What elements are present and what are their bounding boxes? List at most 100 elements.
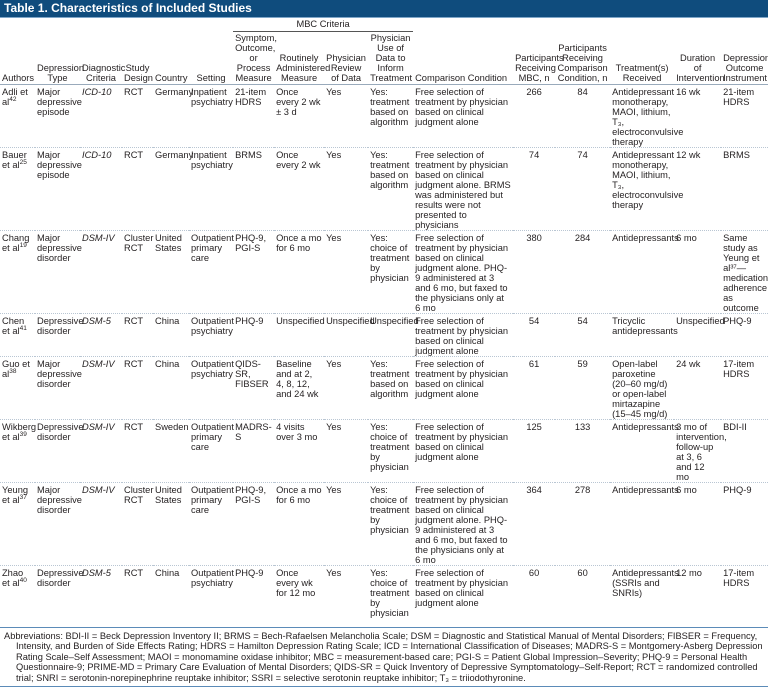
cell-type: Depressive disorder <box>35 566 80 626</box>
cell-country: United States <box>153 483 189 566</box>
cell-routine: Once every 2 wk <box>274 148 324 231</box>
reference-number: 39 <box>20 431 27 438</box>
cell-criteria: DSM-IV <box>80 357 122 420</box>
cell-duration: 3 mo of intervention, follow-up at 3, 6 … <box>674 420 721 483</box>
cell-n-comp: 84 <box>555 85 610 148</box>
cell-review: Yes <box>324 566 368 626</box>
cell-routine: Once a mo for 6 mo <box>274 483 324 566</box>
reference-number: 19 <box>20 242 27 249</box>
column-header: Participants Receiving Comparison Condit… <box>555 32 610 85</box>
cell-n-comp: 74 <box>555 148 610 231</box>
cell-use: Yes: choice of treatment by physician <box>368 483 413 566</box>
cell-criteria: DSM-5 <box>80 566 122 626</box>
cell-treatment: Antidepressants (SSRIs and SNRIs) <box>610 566 674 626</box>
cell-country: China <box>153 314 189 357</box>
cell-type: Major depressive episode <box>35 85 80 148</box>
column-header: Symptom, Outcome, or Process Measure <box>233 32 274 85</box>
cell-design: RCT <box>122 566 153 626</box>
cell-setting: Outpatient psychiatry <box>189 314 233 357</box>
cell-setting: Inpatient psychiatry <box>189 148 233 231</box>
column-header: Country <box>153 32 189 85</box>
cell-routine: 4 visits over 3 mo <box>274 420 324 483</box>
cell-review: Yes <box>324 231 368 314</box>
cell-n-mbc: 74 <box>513 148 555 231</box>
cell-use: Yes: treatment based on algorithm <box>368 85 413 148</box>
cell-duration: 6 mo <box>674 483 721 566</box>
cell-criteria: DSM-IV <box>80 483 122 566</box>
cell-n-mbc: 125 <box>513 420 555 483</box>
reference-number: 38 <box>9 368 16 375</box>
cell-routine: Once every 2 wk ± 3 d <box>274 85 324 148</box>
abbreviations-text: Abbreviations: BDI-II = Beck Depression … <box>4 631 764 684</box>
cell-routine: Baseline and at 2, 4, 8, 12, and 24 wk <box>274 357 324 420</box>
cell-author: Wikberg et al39 <box>0 420 35 483</box>
cell-duration: 6 mo <box>674 231 721 314</box>
cell-design: RCT <box>122 148 153 231</box>
cell-country: Sweden <box>153 420 189 483</box>
reference-number: 25 <box>20 159 27 166</box>
cell-author: Bauer et al25 <box>0 148 35 231</box>
cell-comparison: Free selection of treatment by physician… <box>413 483 513 566</box>
cell-n-comp: 60 <box>555 566 610 626</box>
cell-comparison: Free selection of treatment by physician… <box>413 85 513 148</box>
cell-use: Yes: treatment based on algorithm <box>368 148 413 231</box>
cell-author: Zhao et al40 <box>0 566 35 626</box>
cell-treatment: Antidepressants <box>610 231 674 314</box>
cell-n-comp: 278 <box>555 483 610 566</box>
cell-type: Depressive disorder <box>35 314 80 357</box>
cell-country: China <box>153 566 189 626</box>
column-header: Authors <box>0 32 35 85</box>
cell-author: Guo et al38 <box>0 357 35 420</box>
cell-n-mbc: 54 <box>513 314 555 357</box>
cell-n-mbc: 60 <box>513 566 555 626</box>
cell-use: Unspecified <box>368 314 413 357</box>
cell-comparison: Free selection of treatment by physician… <box>413 148 513 231</box>
cell-design: RCT <box>122 420 153 483</box>
cell-instrument: BRMS <box>721 148 768 231</box>
cell-use: Yes: choice of treatment by physician <box>368 420 413 483</box>
cell-setting: Outpatient primary care <box>189 420 233 483</box>
cell-country: Germany <box>153 148 189 231</box>
cell-use: Yes: choice of treatment by physician <box>368 231 413 314</box>
cell-instrument: Same study as Yeung et al³⁷—medication a… <box>721 231 768 314</box>
cell-review: Yes <box>324 148 368 231</box>
cell-measure: BRMS <box>233 148 274 231</box>
reference-number: 40 <box>20 577 27 584</box>
cell-n-mbc: 61 <box>513 357 555 420</box>
cell-country: Germany <box>153 85 189 148</box>
cell-instrument: PHQ-9 <box>721 314 768 357</box>
cell-setting: Outpatient psychiatry <box>189 357 233 420</box>
cell-routine: Unspecified <box>274 314 324 357</box>
cell-author: Adli et al42 <box>0 85 35 148</box>
reference-number: 41 <box>20 325 27 332</box>
column-header: Diagnostic Criteria <box>80 32 122 85</box>
column-header: Depression Outcome Instrument <box>721 32 768 85</box>
column-header: Setting <box>189 32 233 85</box>
cell-treatment: Antidepressant monotherapy, MAOI, lithiu… <box>610 85 674 148</box>
column-header: Depression Type <box>35 32 80 85</box>
cell-duration: 12 mo <box>674 566 721 626</box>
cell-design: Cluster RCT <box>122 231 153 314</box>
cell-n-mbc: 380 <box>513 231 555 314</box>
cell-n-comp: 133 <box>555 420 610 483</box>
cell-setting: Outpatient primary care <box>189 483 233 566</box>
cell-review: Yes <box>324 420 368 483</box>
column-header: Duration of Intervention <box>674 32 721 85</box>
cell-type: Major depressive disorder <box>35 483 80 566</box>
cell-type: Major depressive episode <box>35 148 80 231</box>
cell-treatment: Tricyclic antidepressants <box>610 314 674 357</box>
column-header: Comparison Condition <box>413 32 513 85</box>
cell-type: Major depressive disorder <box>35 357 80 420</box>
cell-setting: Outpatient primary care <box>189 231 233 314</box>
cell-design: RCT <box>122 357 153 420</box>
cell-duration: Unspecified <box>674 314 721 357</box>
cell-use: Yes: choice of treatment by physician <box>368 566 413 626</box>
column-header: Treatment(s) Received <box>610 32 674 85</box>
cell-measure: PHQ-9, PGI-S <box>233 231 274 314</box>
